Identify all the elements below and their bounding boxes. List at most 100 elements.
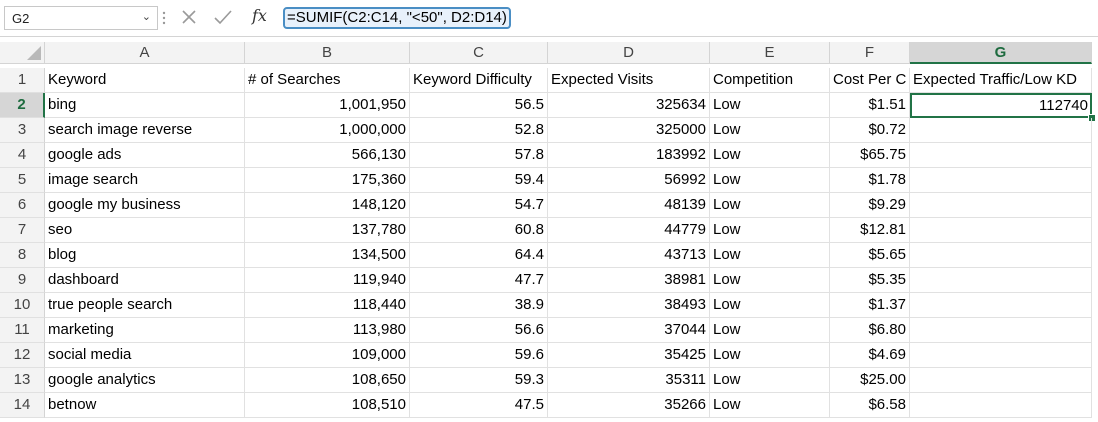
cell-expected-traffic[interactable]: [910, 193, 1092, 218]
cell-searches[interactable]: 109,000: [245, 343, 410, 368]
cell-expected-traffic[interactable]: [910, 168, 1092, 193]
row-header-11[interactable]: 11: [0, 318, 45, 343]
cell-keyword-difficulty[interactable]: 59.3: [410, 368, 548, 393]
column-header-c[interactable]: C: [410, 42, 548, 64]
cell-searches[interactable]: 108,650: [245, 368, 410, 393]
cell-competition[interactable]: Low: [710, 318, 830, 343]
cell-expected-visits[interactable]: 325000: [548, 118, 710, 143]
cell-keyword-difficulty[interactable]: 54.7: [410, 193, 548, 218]
cell-expected-visits[interactable]: 56992: [548, 168, 710, 193]
cell-searches[interactable]: 118,440: [245, 293, 410, 318]
row-header-8[interactable]: 8: [0, 243, 45, 268]
fx-icon[interactable]: fx: [252, 6, 267, 25]
cell-expected-visits[interactable]: 35311: [548, 368, 710, 393]
cell-keyword[interactable]: search image reverse: [45, 118, 245, 143]
cell-keyword[interactable]: blog: [45, 243, 245, 268]
row-header-5[interactable]: 5: [0, 168, 45, 193]
cell-keyword[interactable]: betnow: [45, 393, 245, 418]
cell-expected-visits[interactable]: 35425: [548, 343, 710, 368]
check-icon[interactable]: [213, 7, 233, 27]
formula-input[interactable]: =SUMIF(C2:C14, "<50", D2:D14): [283, 7, 511, 29]
row-header-13[interactable]: 13: [0, 368, 45, 393]
cell-searches[interactable]: 134,500: [245, 243, 410, 268]
row-header-6[interactable]: 6: [0, 193, 45, 218]
column-header-a[interactable]: A: [45, 42, 245, 64]
cell-keyword-difficulty[interactable]: 59.6: [410, 343, 548, 368]
cell-keyword-difficulty[interactable]: 60.8: [410, 218, 548, 243]
cell-cost-per-click[interactable]: $1.78: [830, 168, 910, 193]
chevron-down-icon[interactable]: ⌄: [141, 11, 151, 23]
active-cell-g2[interactable]: 112740: [910, 93, 1092, 118]
cell-a1[interactable]: Keyword: [45, 68, 245, 93]
cell-expected-traffic[interactable]: [910, 118, 1092, 143]
cell-cost-per-click[interactable]: $1.51: [830, 93, 910, 118]
cell-f1[interactable]: Cost Per C: [830, 68, 910, 93]
cell-expected-visits[interactable]: 325634: [548, 93, 710, 118]
cell-expected-visits[interactable]: 44779: [548, 218, 710, 243]
name-box[interactable]: G2 ⌄: [4, 6, 158, 30]
cell-keyword[interactable]: bing: [45, 93, 245, 118]
cell-keyword[interactable]: marketing: [45, 318, 245, 343]
row-header-9[interactable]: 9: [0, 268, 45, 293]
cell-expected-visits[interactable]: 38981: [548, 268, 710, 293]
cell-c1[interactable]: Keyword Difficulty: [410, 68, 548, 93]
cell-searches[interactable]: 108,510: [245, 393, 410, 418]
cell-competition[interactable]: Low: [710, 393, 830, 418]
cell-keyword-difficulty[interactable]: 57.8: [410, 143, 548, 168]
cell-expected-visits[interactable]: 38493: [548, 293, 710, 318]
cell-cost-per-click[interactable]: $5.35: [830, 268, 910, 293]
x-icon[interactable]: [180, 7, 198, 27]
cell-keyword-difficulty[interactable]: 47.7: [410, 268, 548, 293]
cell-searches[interactable]: 175,360: [245, 168, 410, 193]
cell-competition[interactable]: Low: [710, 243, 830, 268]
row-header-2[interactable]: 2: [0, 93, 45, 118]
cell-expected-traffic[interactable]: [910, 293, 1092, 318]
cell-keyword-difficulty[interactable]: 56.6: [410, 318, 548, 343]
column-header-d[interactable]: D: [548, 42, 710, 64]
column-header-b[interactable]: B: [245, 42, 410, 64]
cell-keyword[interactable]: google analytics: [45, 368, 245, 393]
cell-e1[interactable]: Competition: [710, 68, 830, 93]
cell-competition[interactable]: Low: [710, 143, 830, 168]
row-header-10[interactable]: 10: [0, 293, 45, 318]
cell-competition[interactable]: Low: [710, 218, 830, 243]
row-header-12[interactable]: 12: [0, 343, 45, 368]
more-options-icon[interactable]: [160, 8, 168, 28]
fill-handle[interactable]: [1088, 114, 1096, 122]
row-header-14[interactable]: 14: [0, 393, 45, 418]
cell-competition[interactable]: Low: [710, 118, 830, 143]
cell-cost-per-click[interactable]: $4.69: [830, 343, 910, 368]
cell-d1[interactable]: Expected Visits: [548, 68, 710, 93]
cell-cost-per-click[interactable]: $25.00: [830, 368, 910, 393]
cell-competition[interactable]: Low: [710, 343, 830, 368]
cell-cost-per-click[interactable]: $9.29: [830, 193, 910, 218]
cell-expected-traffic[interactable]: [910, 243, 1092, 268]
cell-keyword[interactable]: dashboard: [45, 268, 245, 293]
cell-expected-traffic[interactable]: [910, 368, 1092, 393]
cell-cost-per-click[interactable]: $1.37: [830, 293, 910, 318]
row-header-3[interactable]: 3: [0, 118, 45, 143]
row-header-1[interactable]: 1: [0, 68, 45, 93]
cell-competition[interactable]: Low: [710, 93, 830, 118]
column-header-g[interactable]: G: [910, 42, 1092, 64]
cell-expected-traffic[interactable]: [910, 143, 1092, 168]
cell-keyword-difficulty[interactable]: 59.4: [410, 168, 548, 193]
cell-searches[interactable]: 137,780: [245, 218, 410, 243]
cell-expected-traffic[interactable]: [910, 268, 1092, 293]
select-all-button[interactable]: [0, 42, 45, 64]
cell-cost-per-click[interactable]: $65.75: [830, 143, 910, 168]
cell-keyword[interactable]: google my business: [45, 193, 245, 218]
cell-expected-visits[interactable]: 37044: [548, 318, 710, 343]
cell-expected-visits[interactable]: 183992: [548, 143, 710, 168]
cell-searches[interactable]: 566,130: [245, 143, 410, 168]
cell-keyword[interactable]: true people search: [45, 293, 245, 318]
cell-expected-traffic[interactable]: [910, 318, 1092, 343]
cell-cost-per-click[interactable]: $0.72: [830, 118, 910, 143]
cell-keyword-difficulty[interactable]: 38.9: [410, 293, 548, 318]
cell-cost-per-click[interactable]: $6.58: [830, 393, 910, 418]
cell-keyword[interactable]: social media: [45, 343, 245, 368]
cell-competition[interactable]: Low: [710, 368, 830, 393]
cell-cost-per-click[interactable]: $6.80: [830, 318, 910, 343]
cell-competition[interactable]: Low: [710, 168, 830, 193]
cell-cost-per-click[interactable]: $12.81: [830, 218, 910, 243]
